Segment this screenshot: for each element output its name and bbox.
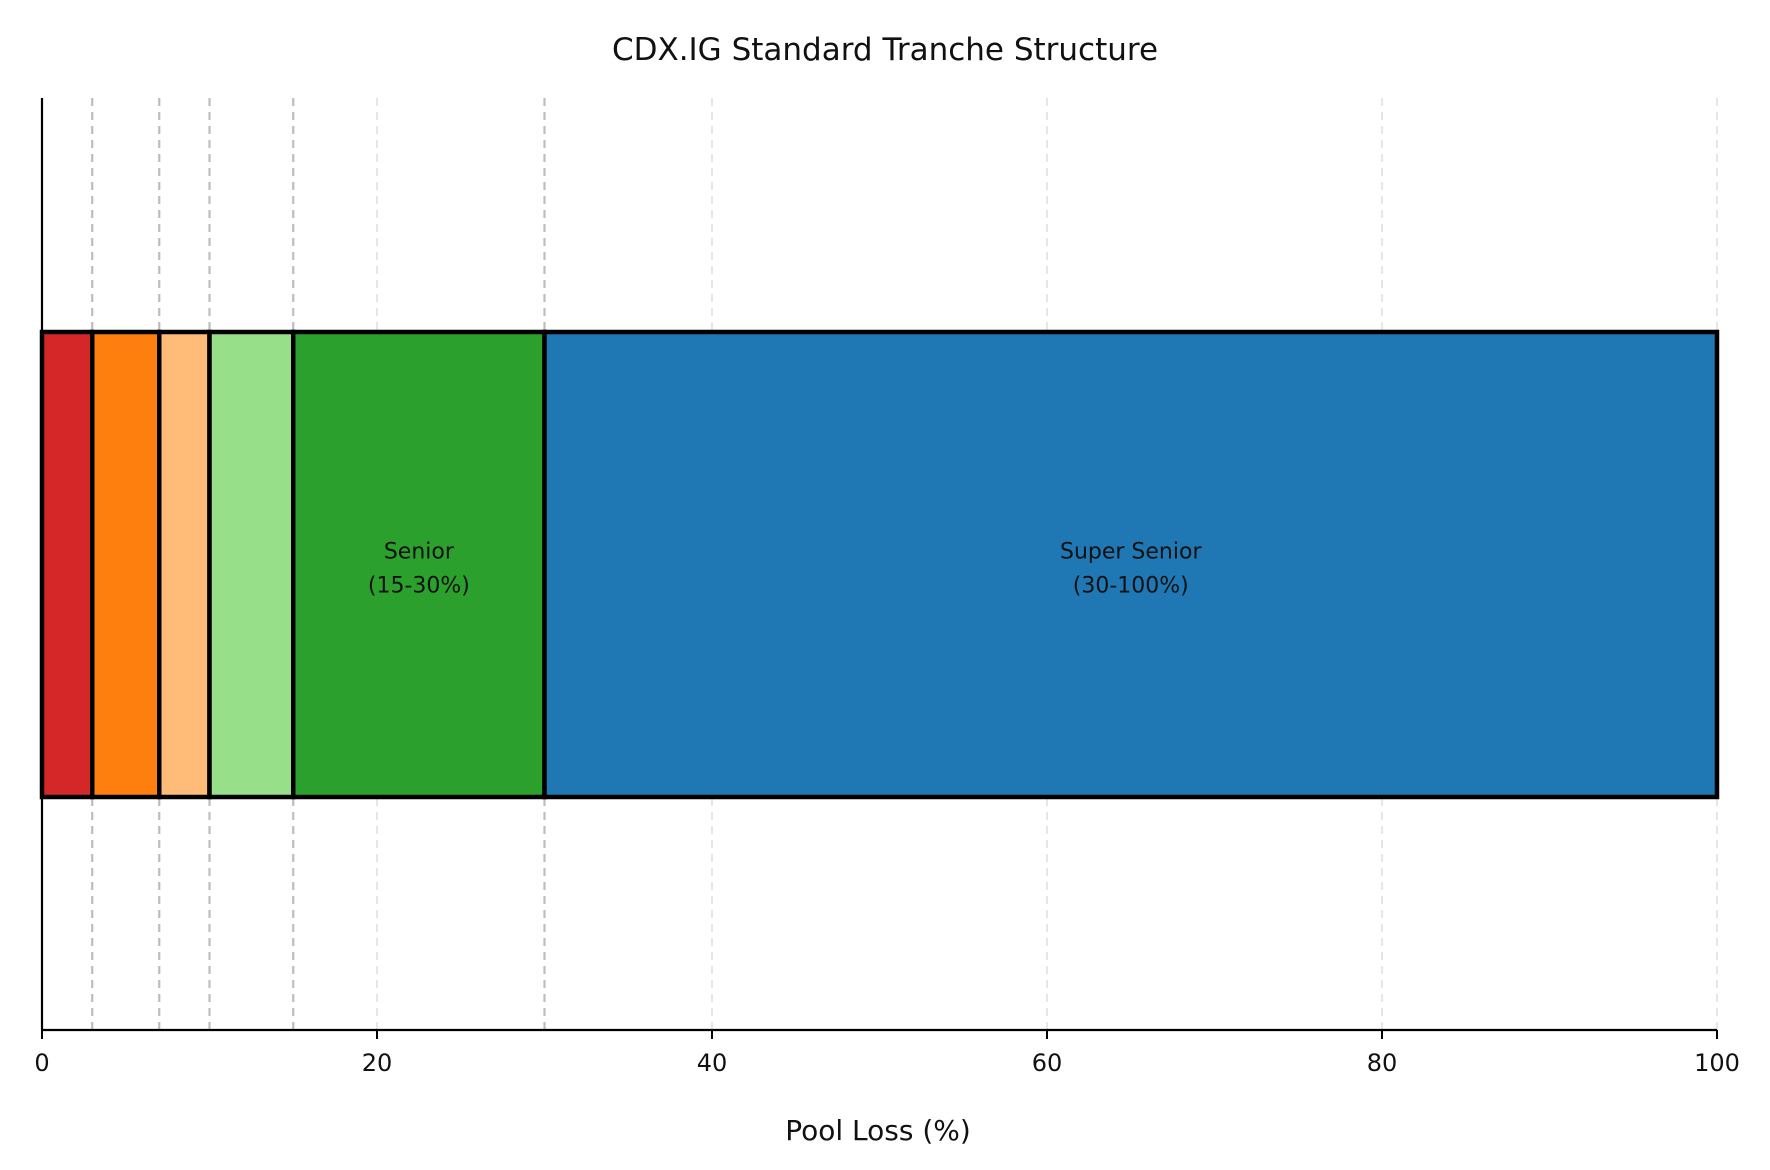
x-axis-label: Pool Loss (%) [785, 1114, 971, 1147]
tranche-bar-4 [291, 329, 547, 800]
tranche-bar-5 [542, 329, 1720, 800]
chart-title: CDX.IG Standard Tranche Structure [612, 32, 1158, 68]
tranche-segment-2 [157, 329, 212, 800]
x-tick-label-0: 0 [34, 1049, 49, 1077]
x-ticks: 0 20 40 60 80 100 [34, 1030, 1740, 1077]
x-tick-label-3: 60 [1032, 1049, 1063, 1077]
tranche-range-label-5: (30-100%) [1073, 574, 1189, 599]
x-tick-label-2: 40 [697, 1049, 728, 1077]
axes [40, 98, 1717, 1032]
tranche-bar-1 [90, 329, 162, 800]
x-tick-label-1: 20 [362, 1049, 393, 1077]
x-tick-label-4: 80 [1367, 1049, 1398, 1077]
x-tick-label-5: 100 [1694, 1049, 1740, 1077]
tranche-segment-3 [207, 329, 296, 800]
tranche-label-4: Senior [384, 540, 455, 565]
tranche-segment-4: Senior (15-30%) [291, 329, 547, 800]
tranche-bar-2 [157, 329, 212, 800]
tranche-segment-1 [90, 329, 162, 800]
tranche-segment-5: Super Senior (30-100%) [542, 329, 1720, 800]
tranche-range-label-4: (15-30%) [368, 574, 470, 599]
tranche-bar-3 [207, 329, 296, 800]
tranche-segments: Senior (15-30%) Super Senior (30-100%) [39, 329, 1720, 800]
tranche-segment-0 [39, 329, 95, 800]
tranche-label-5: Super Senior [1060, 540, 1202, 565]
tranche-bar-0 [39, 329, 95, 800]
